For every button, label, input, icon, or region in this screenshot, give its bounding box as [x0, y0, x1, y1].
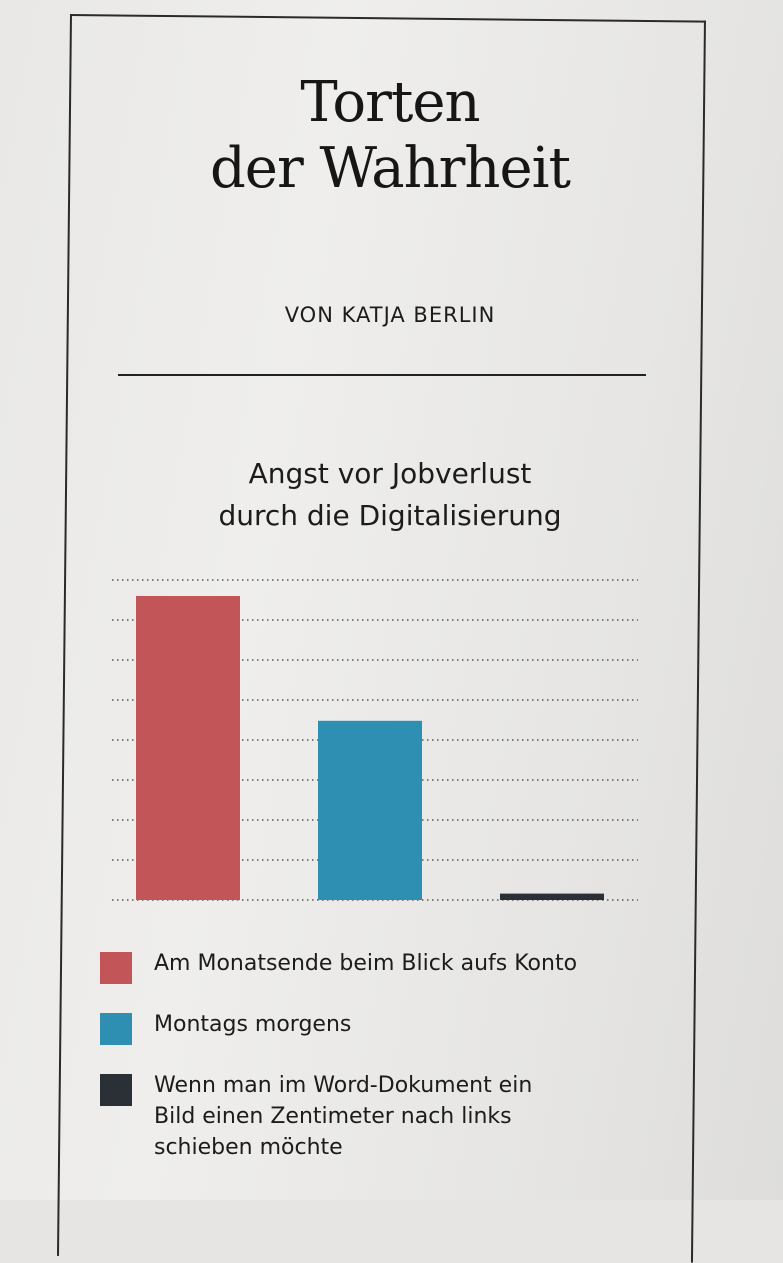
bars	[136, 596, 604, 900]
chart-title: Angst vor Jobverlust durch die Digitalis…	[150, 453, 630, 537]
divider-line	[118, 374, 646, 376]
bar-chart	[112, 579, 638, 901]
legend-label-line: schieben möchte	[154, 1135, 343, 1160]
author-byline: VON KATJA BERLIN	[284, 303, 496, 327]
bar-2	[318, 720, 422, 900]
legend-label-line: Am Monatsende beim Blick aufs Konto	[154, 951, 578, 976]
legend-swatch	[100, 1074, 132, 1106]
legend-swatch	[100, 1013, 132, 1045]
legend-item-2: Montags morgens	[100, 1009, 700, 1045]
legend: Am Monatsende beim Blick aufs Konto Monta…	[100, 948, 700, 1188]
legend-label-line: Wenn man im Word-Dokument ein	[154, 1073, 533, 1098]
title-line-1: Torten	[300, 70, 480, 135]
bar-3	[500, 893, 604, 900]
newspaper-page	[0, 0, 783, 1200]
column-title: Torten der Wahrheit	[80, 70, 700, 202]
legend-label: Montags morgens	[154, 1009, 654, 1040]
chart-title-line-2: durch die Digitalisierung	[218, 499, 562, 532]
legend-item-1: Am Monatsende beim Blick aufs Konto	[100, 948, 700, 984]
legend-label-line: Bild einen Zentimeter nach links	[154, 1104, 512, 1129]
legend-label: Wenn man im Word-Dokument ein Bild einen …	[154, 1070, 654, 1163]
chart-title-line-1: Angst vor Jobverlust	[248, 457, 532, 490]
legend-swatch	[100, 952, 132, 984]
bar-1	[136, 596, 240, 900]
legend-item-3: Wenn man im Word-Dokument ein Bild einen …	[100, 1070, 700, 1163]
legend-label: Am Monatsende beim Blick aufs Konto	[154, 948, 654, 979]
legend-label-line: Montags morgens	[154, 1012, 352, 1037]
title-line-2: der Wahrheit	[209, 136, 571, 201]
